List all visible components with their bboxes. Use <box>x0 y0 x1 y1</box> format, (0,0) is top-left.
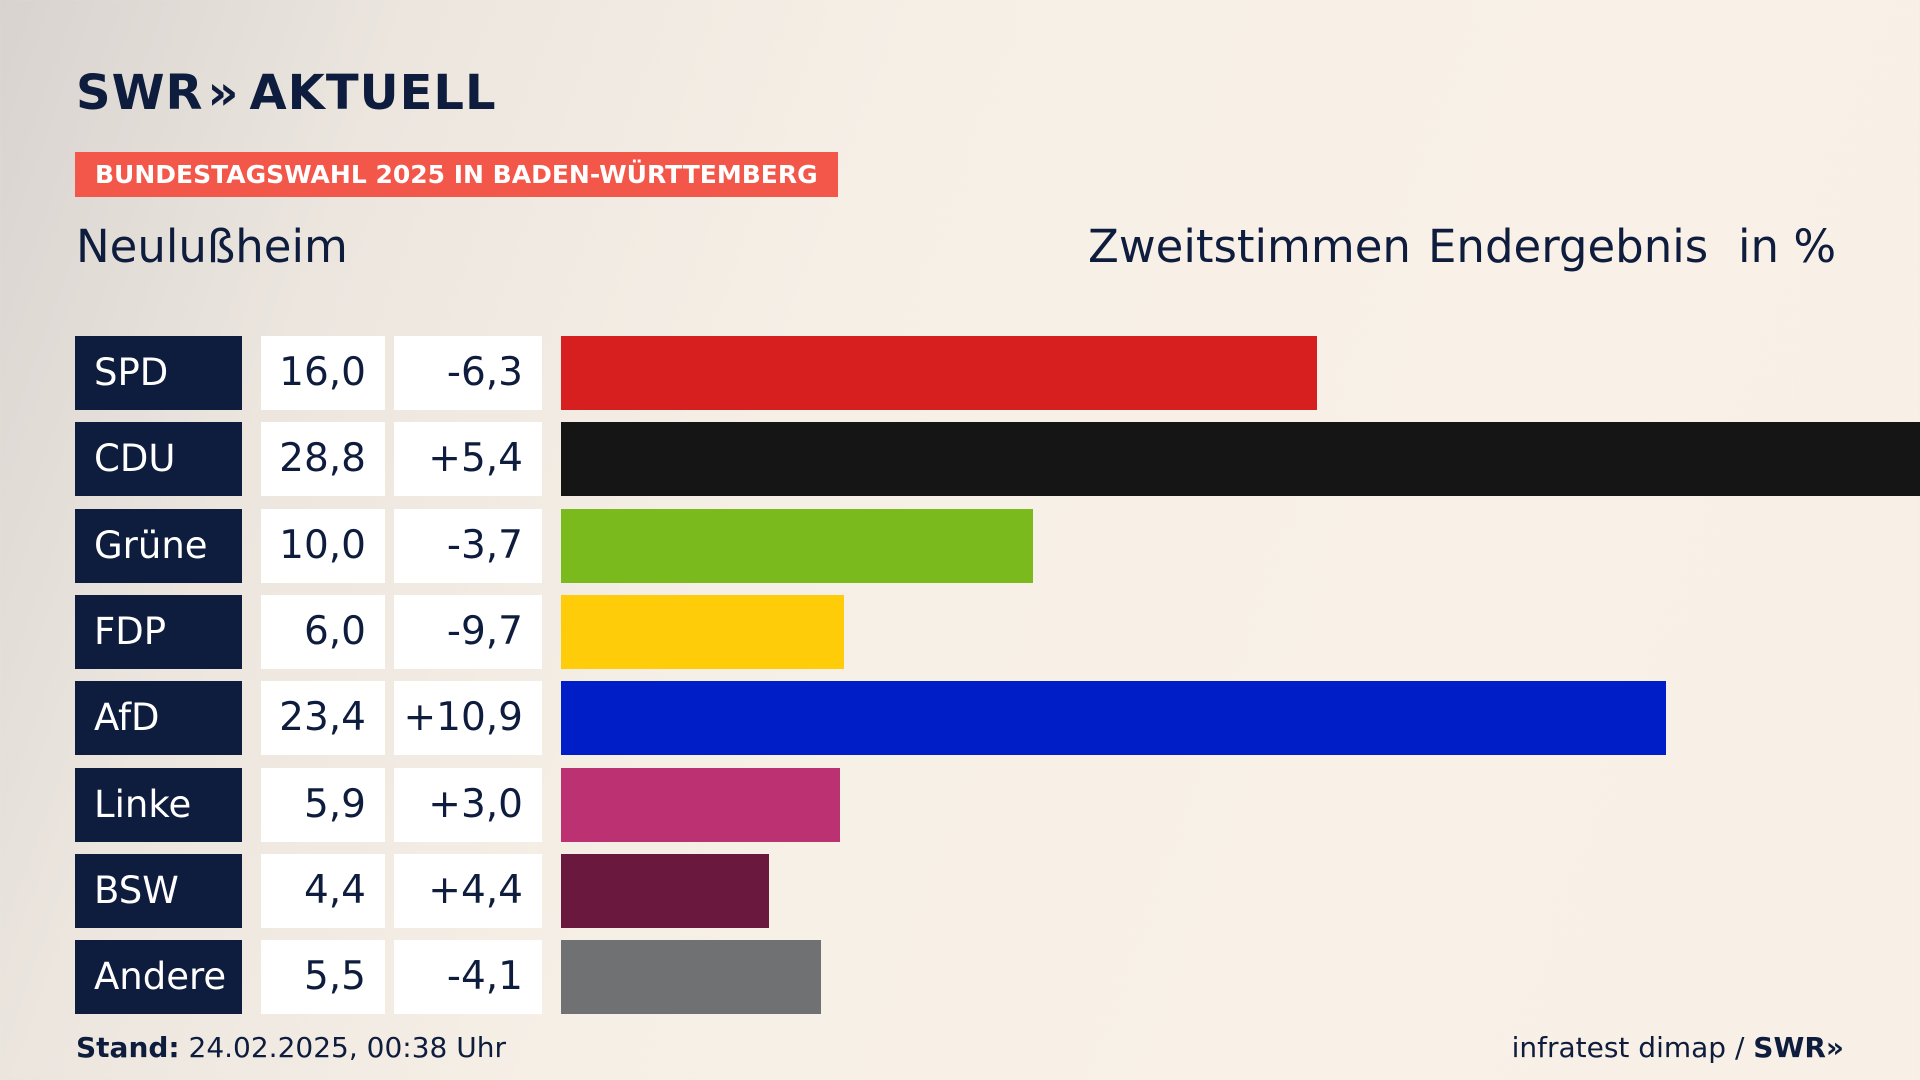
party-bar <box>561 594 845 669</box>
party-bar <box>561 508 1034 583</box>
party-label: AfD <box>75 681 242 756</box>
party-label: Grüne <box>75 508 242 583</box>
party-value: 16,0 <box>261 336 385 410</box>
party-value: 4,4 <box>261 853 385 928</box>
logo-aktuell: AKTUELL <box>249 65 497 121</box>
election-banner: BUNDESTAGSWAHL 2025 IN BADEN-WÜRTTEMBERG <box>75 152 838 197</box>
party-diff: -6,3 <box>394 336 542 410</box>
header-result: Endergebnis <box>1428 220 1709 273</box>
party-diff: -3,7 <box>394 508 542 583</box>
party-diff: -9,7 <box>394 594 542 669</box>
party-bar <box>561 681 1666 756</box>
logo-chevrons: » <box>207 65 240 121</box>
party-label: Linke <box>75 767 242 842</box>
party-diff: +5,4 <box>394 422 542 497</box>
source-text: infratest dimap / <box>1511 1031 1754 1064</box>
timestamp: Stand: 24.02.2025, 00:38 Uhr <box>76 1031 506 1064</box>
source-credit: infratest dimap / SWR» <box>1512 1031 1844 1064</box>
party-value: 5,9 <box>261 767 385 842</box>
place-title: Neulußheim <box>76 220 348 273</box>
header-votes: Zweitstimmen <box>1088 220 1411 273</box>
party-bar <box>561 767 840 842</box>
source-brand: SWR» <box>1753 1031 1844 1064</box>
stand-value: 24.02.2025, 00:38 Uhr <box>179 1031 506 1064</box>
party-diff: -4,1 <box>394 940 542 1015</box>
party-bar <box>561 940 821 1015</box>
swr-aktuell-logo: SWR » AKTUELL <box>76 65 497 121</box>
party-label: FDP <box>75 594 242 669</box>
party-value: 5,5 <box>261 940 385 1015</box>
party-label: BSW <box>75 853 242 928</box>
header-unit: in % <box>1738 220 1837 273</box>
stand-label: Stand: <box>76 1031 180 1064</box>
party-bar <box>561 422 1920 497</box>
party-diff: +3,0 <box>394 767 542 842</box>
party-label: CDU <box>75 422 242 497</box>
party-diff: +4,4 <box>394 853 542 928</box>
party-bar <box>561 336 1317 410</box>
party-value: 28,8 <box>261 422 385 497</box>
party-bar <box>561 853 769 928</box>
logo-swr: SWR <box>76 65 204 121</box>
party-label: Andere <box>75 940 242 1015</box>
party-value: 23,4 <box>261 681 385 756</box>
party-value: 6,0 <box>261 594 385 669</box>
party-label: SPD <box>75 336 242 410</box>
party-diff: +10,9 <box>394 681 542 756</box>
party-value: 10,0 <box>261 508 385 583</box>
